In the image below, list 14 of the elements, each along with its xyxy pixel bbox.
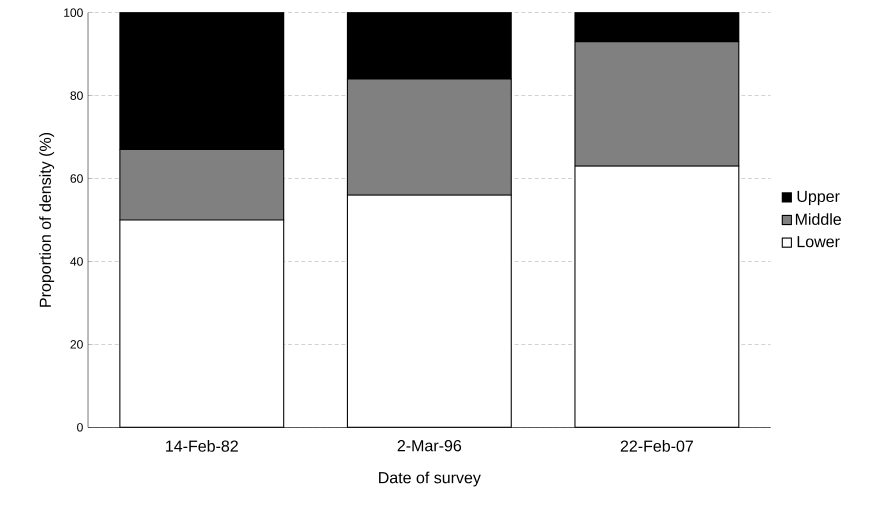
y-tick-label: 80 [70, 91, 83, 100]
legend-label: Upper [798, 190, 840, 206]
y-tick-label: 100 [64, 8, 83, 17]
legend-label: Lower [798, 236, 840, 248]
legend-label: Middle [796, 213, 841, 225]
x-tick-label: 14-Feb-82 [166, 440, 238, 452]
y-tick-label: 0 [77, 423, 83, 432]
x-axis-title: Date of survey [379, 472, 481, 487]
y-tick-label: 20 [70, 340, 83, 349]
x-tick-label: 2-Mar-96 [398, 440, 462, 452]
y-tick-label: 40 [70, 257, 83, 266]
y-tick-label: 60 [70, 174, 83, 183]
x-tick-label: 22-Feb-07 [620, 440, 693, 452]
y-axis-title: Proportion of density (%) [39, 132, 54, 307]
